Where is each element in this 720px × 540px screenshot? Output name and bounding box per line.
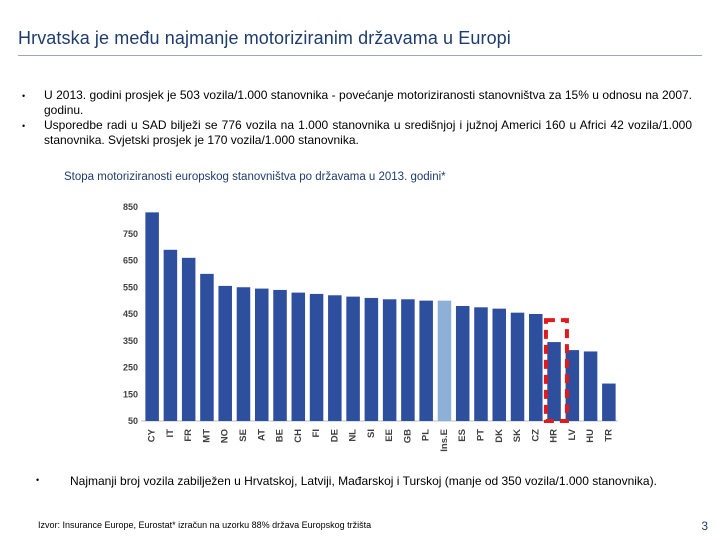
x-tick-label: DE (329, 429, 340, 442)
bar-pl (419, 300, 433, 421)
x-tick-label: GB (402, 429, 413, 443)
bar-ee (382, 299, 397, 421)
bar-hr (547, 342, 561, 421)
bar-mt (200, 273, 214, 421)
bar-be (273, 289, 287, 421)
y-tick-label: 150 (123, 389, 138, 399)
bar-si (364, 297, 379, 421)
x-tick-label: MT (201, 429, 212, 443)
x-tick-label: CZ (530, 429, 541, 442)
source-citation: Izvor: Insurance Europe, Eurostat* izrač… (38, 520, 372, 530)
x-tick-label: FR (183, 429, 194, 442)
x-tick-label: IT (165, 429, 176, 438)
bar-gb (401, 299, 415, 421)
y-tick-label: 750 (123, 229, 138, 239)
bar-fi (309, 293, 324, 421)
bar-sk (510, 312, 525, 421)
x-tick-label: Ins.E (439, 429, 450, 452)
bullet-marker: • (36, 475, 40, 485)
x-tick-label: ES (457, 429, 468, 442)
x-tick-label: BE (275, 429, 286, 442)
x-tick-label: NO (220, 429, 231, 443)
bullet-item: • Usporedbe radi u SAD bilježi se 776 vo… (22, 118, 692, 148)
x-tick-label: AT (256, 429, 267, 441)
title-divider (18, 55, 702, 56)
y-tick-label: 350 (123, 336, 138, 346)
chart-title: Stopa motoriziranosti europskog stanovni… (64, 171, 446, 183)
x-tick-label: HR (549, 429, 560, 443)
x-tick-label: PT (475, 429, 486, 441)
bar-de (328, 295, 342, 421)
y-tick-label: 450 (123, 309, 138, 319)
bar-it (163, 249, 178, 421)
x-tick-label: FI (311, 429, 322, 437)
bullet-text: U 2013. godini prosjek je 503 vozila/1.0… (44, 88, 692, 117)
bullet-text: Usporedbe radi u SAD bilježi se 776 vozi… (44, 118, 692, 147)
x-tick-label: DK (494, 429, 505, 443)
y-tick-label: 250 (123, 363, 138, 373)
bullet-marker: • (22, 121, 26, 131)
page-number: 3 (701, 519, 708, 533)
bar-tr (602, 383, 616, 421)
y-tick-label: 850 (123, 202, 138, 212)
x-tick-label: EE (384, 429, 395, 442)
slide-title: Hrvatska je među najmanje motoriziranim … (18, 28, 511, 48)
bar-nl (346, 296, 360, 421)
bar-cz (529, 314, 543, 421)
x-tick-label: TR (603, 429, 614, 442)
bar-cy (145, 212, 159, 421)
bar-ch (291, 292, 306, 421)
x-tick-label: LV (567, 428, 578, 440)
chart-note: • Najmanji broj vozila zabilježen u Hrva… (36, 474, 657, 488)
bar-at (254, 288, 269, 421)
y-tick-label: 650 (123, 256, 138, 266)
bar-lv (565, 350, 580, 421)
x-tick-label: PL (421, 429, 432, 441)
bullet-marker: • (22, 91, 26, 101)
bar-fr (181, 257, 196, 421)
x-tick-label: CY (147, 428, 158, 442)
bar-pt (474, 307, 488, 421)
bar-inse (437, 300, 452, 421)
y-tick-label: 550 (123, 282, 138, 292)
bar-dk (492, 308, 507, 421)
x-tick-label: SK (512, 429, 523, 442)
bar-es (455, 305, 470, 421)
bar-no (218, 285, 232, 421)
x-tick-label: SE (238, 429, 249, 442)
note-text: Najmanji broj vozila zabilježen u Hrvats… (70, 474, 657, 488)
bullet-item: • U 2013. godini prosjek je 503 vozila/1… (22, 88, 692, 118)
y-tick-label: 50 (128, 416, 138, 426)
x-tick-label: CH (293, 429, 304, 443)
x-tick-label: SI (366, 429, 377, 438)
x-tick-label: NL (348, 429, 359, 442)
bullet-list: • U 2013. godini prosjek je 503 vozila/1… (22, 88, 692, 148)
bar-hu (583, 351, 598, 421)
x-tick-label: HU (585, 429, 596, 443)
bar-se (236, 287, 251, 421)
